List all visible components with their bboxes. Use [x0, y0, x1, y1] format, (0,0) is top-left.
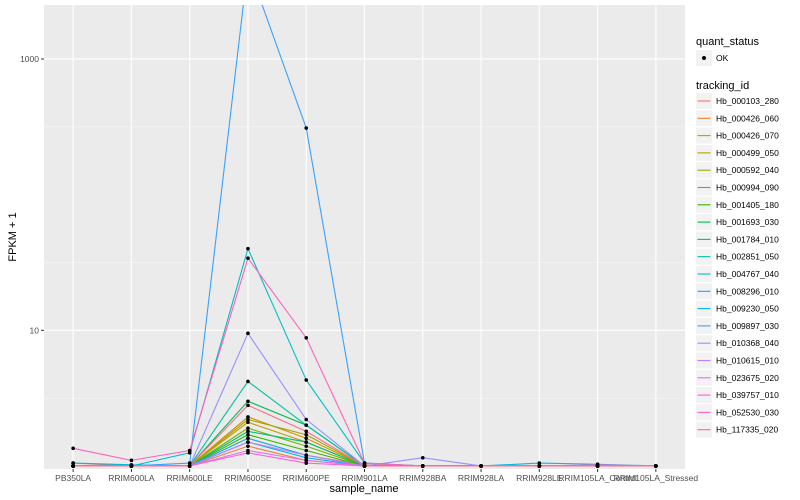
x-tick-label: PB350LA [55, 473, 91, 483]
y-tick-label: 1000 [20, 54, 39, 64]
data-point-Hb_052530_030 [362, 461, 367, 465]
y-axis-title: FPKM + 1 [7, 212, 19, 261]
data-point-Hb_002851_050 [304, 423, 309, 427]
data-point-Hb_052530_030 [246, 256, 250, 261]
data-point-Hb_039757_010 [246, 451, 250, 455]
legend-label-Hb_000426_070: Hb_000426_070 [716, 131, 779, 141]
legend-label-Hb_023675_020: Hb_023675_020 [716, 373, 779, 383]
legend-label-Hb_008296_010: Hb_008296_010 [716, 286, 779, 296]
data-point-Hb_000426_070 [246, 415, 250, 419]
data-point-Hb_117335_020 [537, 464, 542, 468]
data-point-Hb_001784_010 [304, 440, 309, 444]
legend-title-tracking-id: tracking_id [696, 80, 749, 92]
data-point-Hb_001693_030 [246, 399, 250, 404]
data-point-Hb_009897_030 [187, 461, 192, 465]
legend-label-Hb_000103_280: Hb_000103_280 [716, 96, 779, 106]
legend-point-ok [702, 56, 706, 60]
x-tick-label: RRIM600SE [224, 473, 272, 483]
data-point-Hb_001784_010 [246, 429, 250, 434]
data-point-Hb_010615_010 [304, 453, 309, 458]
x-tick-label: RRIM928LA [458, 473, 505, 483]
x-tick-label: RRIM901LA [341, 473, 388, 483]
data-point-Hb_004767_040 [304, 378, 309, 382]
x-tick-label: RRIM928LE [516, 473, 563, 483]
legend-label-Hb_001405_180: Hb_001405_180 [716, 200, 779, 210]
data-point-Hb_000426_060 [246, 444, 250, 448]
data-point-Hb_117335_020 [187, 464, 192, 468]
data-point-Hb_009230_050 [304, 455, 309, 460]
data-point-Hb_000592_040 [304, 432, 309, 437]
legend-label-Hb_000592_040: Hb_000592_040 [716, 165, 779, 175]
data-point-Hb_010368_040 [420, 455, 425, 460]
data-point-Hb_000499_050 [246, 420, 250, 425]
data-point-Hb_117335_020 [71, 464, 75, 468]
data-point-Hb_010615_010 [246, 440, 250, 444]
legend-label-Hb_010368_040: Hb_010368_040 [716, 338, 779, 348]
data-point-Hb_117335_020 [362, 464, 367, 468]
data-point-Hb_117335_020 [246, 403, 250, 408]
x-tick-label: RRIM105LA_Stressed [614, 473, 699, 483]
y-tick-label: 10 [30, 325, 40, 335]
data-point-Hb_000592_040 [246, 417, 250, 422]
axis-layer: 10 1000 PB350LA RRIM600LA RRIM600LE RRIM600SE… [20, 54, 698, 483]
data-point-Hb_117335_020 [595, 464, 600, 468]
data-point-Hb_117335_020 [129, 464, 134, 468]
data-point-Hb_002851_050 [246, 379, 250, 384]
legend-label-Hb_004767_040: Hb_004767_040 [716, 269, 779, 279]
legend-label-Hb_000994_090: Hb_000994_090 [716, 183, 779, 193]
data-point-Hb_008296_010 [246, 436, 250, 441]
data-point-Hb_008296_010 [71, 461, 75, 465]
data-point-Hb_117335_020 [479, 464, 483, 468]
data-point-Hb_039757_010 [304, 461, 309, 465]
x-tick-label: RRIM105LA_Control [558, 473, 637, 483]
legend-label-Hb_000426_060: Hb_000426_060 [716, 113, 779, 123]
data-point-Hb_004767_040 [246, 246, 250, 251]
legend-label-ok: OK [716, 53, 729, 63]
legend-title-quant-status: quant_status [696, 36, 759, 48]
x-tick-label: RRIM928BA [399, 473, 447, 483]
points-layer [71, 126, 658, 468]
x-axis-title: sample_name [329, 483, 398, 495]
legend-label-Hb_052530_030: Hb_052530_030 [716, 407, 779, 417]
data-point-Hb_117335_020 [420, 464, 425, 468]
x-tick-label: RRIM600LE [167, 473, 214, 483]
legend-label-Hb_010615_010: Hb_010615_010 [716, 356, 779, 366]
data-point-Hb_001405_180 [246, 432, 250, 437]
legend-label-Hb_009230_050: Hb_009230_050 [716, 304, 779, 314]
legend-label-Hb_009897_030: Hb_009897_030 [716, 321, 779, 331]
data-point-Hb_023675_020 [304, 458, 309, 463]
data-point-Hb_000994_090 [304, 444, 309, 448]
data-point-Hb_052530_030 [71, 446, 75, 451]
grid-layer [44, 5, 685, 469]
legend-label-Hb_117335_020: Hb_117335_020 [716, 425, 779, 435]
legend-label-Hb_001693_030: Hb_001693_030 [716, 217, 779, 227]
legend-items: Hb_000103_280 Hb_000426_060 Hb_000426_070 H… [696, 93, 779, 438]
data-point-Hb_010368_040 [246, 331, 250, 336]
x-tick-label: RRIM600LA [108, 473, 155, 483]
data-point-Hb_052530_030 [129, 458, 134, 463]
data-point-Hb_008296_010 [537, 461, 542, 465]
data-point-Hb_052530_030 [187, 448, 192, 453]
data-point-Hb_052530_030 [304, 336, 309, 340]
legend: quant_status OK tracking_id Hb_000103_28… [696, 36, 779, 438]
data-point-Hb_000994_090 [246, 426, 250, 430]
legend-label-Hb_039757_010: Hb_039757_010 [716, 390, 779, 400]
data-point-Hb_009897_030 [304, 126, 309, 130]
legend-label-Hb_002851_050: Hb_002851_050 [716, 252, 779, 262]
legend-label-Hb_001784_010: Hb_001784_010 [716, 234, 779, 244]
data-point-Hb_117335_020 [304, 429, 309, 434]
data-point-Hb_001405_180 [304, 448, 309, 453]
legend-label-Hb_000499_050: Hb_000499_050 [716, 148, 779, 158]
data-point-Hb_010368_040 [304, 417, 309, 422]
data-point-Hb_000426_070 [304, 436, 309, 441]
x-tick-label: RRIM600PE [283, 473, 331, 483]
data-point-Hb_117335_020 [654, 464, 658, 468]
